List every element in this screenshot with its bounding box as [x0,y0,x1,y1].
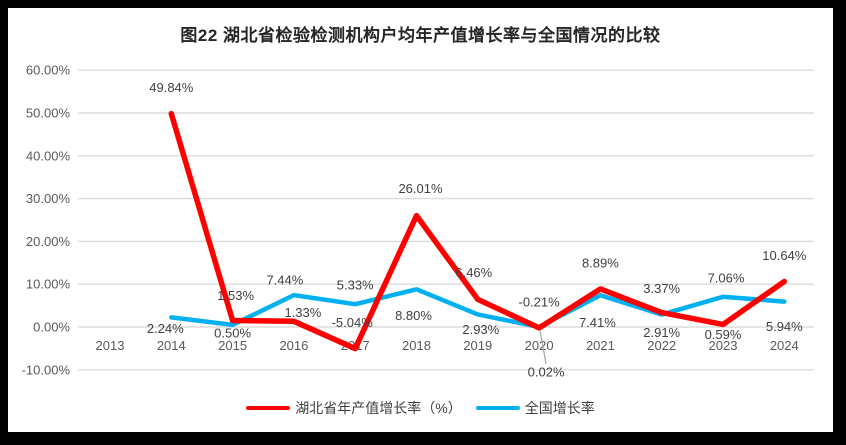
x-axis-label: 2023 [709,338,738,353]
data-label: 2.24% [147,321,184,336]
data-label: 49.84% [149,80,194,95]
series-line-hubei [168,110,788,352]
y-axis-label: 60.00% [26,63,71,78]
x-axis-label: 2019 [463,338,492,353]
data-label: 7.44% [266,273,303,288]
y-axis-label: 30.00% [26,191,71,206]
y-axis-label: 50.00% [26,106,71,121]
data-label: 5.33% [337,278,374,293]
y-axis-label: 40.00% [26,148,71,163]
x-axis-label: 2013 [96,338,125,353]
y-axis-label: 10.00% [26,277,71,292]
x-axis-label: 2018 [402,338,431,353]
data-label: -0.21% [518,294,560,309]
legend-swatch-hubei [246,406,291,410]
chart-title: 图22 湖北省检验检测机构户均年产值增长率与全国情况的比较 [180,26,661,45]
x-axis-label: 2016 [279,338,308,353]
legend-label-hubei: 湖北省年产值增长率（%） [295,400,462,416]
data-label: 1.53% [217,288,254,303]
chart-legend: 湖北省年产值增长率（%） 全国增长率 [8,398,833,418]
x-axis-label: 2015 [218,338,247,353]
y-axis-label: 0.00% [33,320,70,335]
data-label: 8.89% [582,255,619,270]
x-axis-label: 2014 [157,338,186,353]
data-label: 8.80% [395,308,432,323]
data-label: 26.01% [398,181,443,196]
series-line-national [169,287,787,330]
data-label: -5.04% [332,315,374,330]
data-label: 0.59% [705,327,742,342]
legend-label-national: 全国增长率 [524,400,595,416]
data-label: 3.37% [643,281,680,296]
x-axis-label: 2021 [586,338,615,353]
data-label: 2.91% [643,325,680,340]
x-axis-label: 2024 [770,338,799,353]
x-axis-label: 2022 [647,338,676,353]
data-label: 6.46% [455,265,492,280]
data-label: 7.41% [579,315,616,330]
legend-swatch-national [475,406,520,410]
plot-svg: 60.00% 50.00% 40.00% 30.00% 20.00% 10.00% 0.00… [22,63,814,379]
data-label: 0.50% [214,325,251,340]
y-axis-label: -10.00% [22,362,71,377]
data-label: 5.94% [766,319,803,334]
data-label: 7.06% [708,270,745,285]
chart-panel: 图22 湖北省检验检测机构户均年产值增长率与全国情况的比较 60.00% 50.0… [8,8,833,432]
y-axis-label: 20.00% [26,234,71,249]
data-label: 0.02% [528,364,565,379]
data-label: 1.33% [284,305,321,320]
data-label: 2.93% [462,322,499,337]
x-axis-label: 2020 [525,338,554,353]
legend-item-hubei: 湖北省年产值增长率（%） [246,398,462,418]
label-leader-line [539,330,547,365]
legend-item-national: 全国增长率 [475,398,595,418]
data-label: 10.64% [762,248,807,263]
